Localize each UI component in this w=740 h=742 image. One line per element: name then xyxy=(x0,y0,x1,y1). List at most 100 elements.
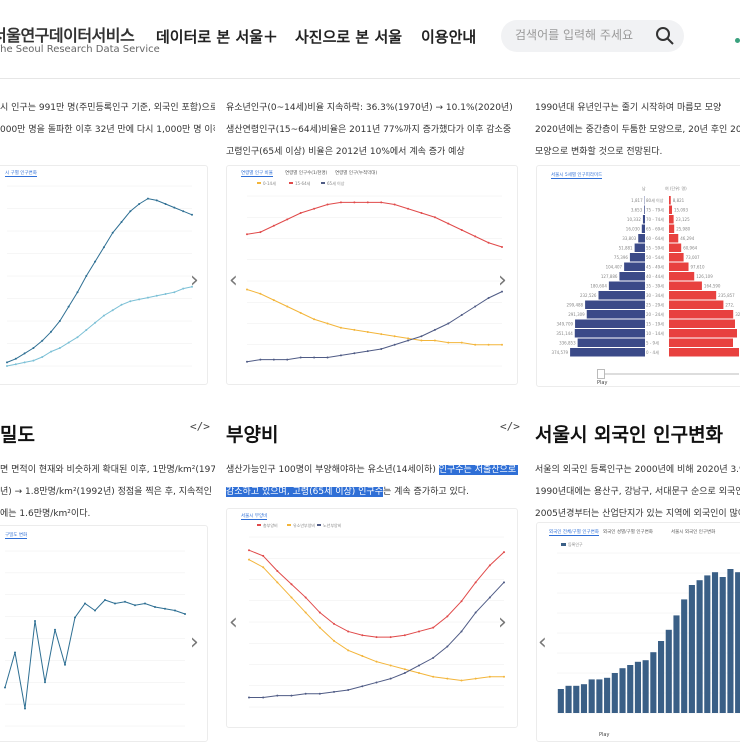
code-embed-icon[interactable]: </> xyxy=(190,420,210,433)
bar xyxy=(704,575,710,713)
female-value-label: 73,007 xyxy=(686,255,700,260)
female-bar xyxy=(669,348,739,357)
prev-arrow-icon[interactable]: ‹ xyxy=(538,630,547,655)
description-line: 면 면적이 현재와 비슷하게 확대된 이후, 1만명/km²(1973년 xyxy=(0,459,215,481)
female-value-label: 235,857 xyxy=(718,293,735,298)
data-point xyxy=(404,672,406,674)
data-point xyxy=(394,335,396,337)
data-point xyxy=(474,306,476,308)
site-logo-title[interactable]: 서울연구데이터서비스 xyxy=(0,22,134,46)
female-value-label: 164,590 xyxy=(704,284,721,289)
legend-label: 남 xyxy=(642,185,646,191)
male-bar xyxy=(642,225,645,234)
nav-usage-guide[interactable]: 이용안내 xyxy=(421,26,476,47)
data-point xyxy=(489,596,491,598)
female-bar xyxy=(669,263,689,272)
pyramid-description: 1990년대 유년인구는 줄기 시작하여 마름모 모양 2020년에는 중간층이… xyxy=(535,97,740,163)
data-point xyxy=(394,204,396,206)
male-value-label: 232,526 xyxy=(580,293,597,298)
female-value-label: 272, xyxy=(725,303,734,308)
highlighted-text: 인구수는 저출산으로 계속 xyxy=(439,465,518,475)
section-title-foreigners: 서울시 외국인 인구변화 xyxy=(535,420,723,447)
data-point xyxy=(475,612,477,614)
description-line: 1990년대에는 용산구, 강남구, 서대문구 순으로 외국인이 많았 xyxy=(535,481,740,503)
prev-arrow-icon[interactable]: ‹ xyxy=(229,268,238,293)
data-point xyxy=(461,229,463,231)
age-group-label: 50 - 54세 xyxy=(646,254,664,260)
data-point xyxy=(164,608,166,610)
data-point xyxy=(291,583,293,585)
data-point xyxy=(15,363,17,365)
legend-label: 등록인구 xyxy=(568,541,583,547)
male-bar xyxy=(575,329,645,338)
description-line: 모양으로 변화할 것으로 전망된다. xyxy=(535,141,740,163)
data-point xyxy=(461,680,463,682)
foreigners-chart-card: 외국인 전체/구별 인구변화 외국인 성별/구별 인구변화 서울시 외국인 인구… xyxy=(536,522,740,742)
age-ratio-description: 유소년인구(0~14세)비율 지속하락: 36.3%(1970년) → 10.1… xyxy=(226,97,516,163)
code-embed-icon[interactable]: </> xyxy=(500,420,520,433)
description-line: 유소년인구(0~14세)비율 지속하락: 36.3%(1970년) → 10.1… xyxy=(226,97,516,119)
highlighted-text: 감소하고 있으며, 고령(65세 이상) 인구수 xyxy=(226,487,383,497)
bar xyxy=(689,585,695,713)
prev-arrow-icon[interactable]: ‹ xyxy=(229,610,238,635)
age-group-label: 30 - 34세 xyxy=(646,292,664,298)
male-bar xyxy=(630,253,645,262)
age-group-label: 45 - 49세 xyxy=(646,264,664,270)
data-point xyxy=(432,627,434,629)
data-point xyxy=(59,320,61,322)
search-icon[interactable] xyxy=(655,26,675,46)
data-point xyxy=(404,634,406,636)
age-group-label: 80세 이상 xyxy=(646,197,664,203)
data-point xyxy=(144,603,146,605)
data-point xyxy=(503,551,505,553)
data-point xyxy=(259,231,261,233)
data-point xyxy=(129,300,131,302)
female-value-label: 60,964 xyxy=(683,246,697,251)
nav-data-seoul[interactable]: 데이터로 본 서울＋ xyxy=(156,26,278,47)
series-line xyxy=(5,600,185,709)
bar xyxy=(573,686,579,713)
male-bar xyxy=(644,206,645,215)
data-point xyxy=(503,676,505,678)
data-point xyxy=(390,664,392,666)
male-value-label: 180,604 xyxy=(590,284,607,289)
description-line: 에는 1.6만명/km²이다. xyxy=(0,503,215,525)
data-point xyxy=(276,695,278,697)
data-point xyxy=(313,208,315,210)
series-line xyxy=(247,290,502,345)
age-group-label: 15 - 19세 xyxy=(646,321,664,327)
next-arrow-icon[interactable]: › xyxy=(498,610,507,635)
next-arrow-icon[interactable]: › xyxy=(190,268,199,293)
bar xyxy=(627,665,633,713)
data-point xyxy=(404,668,406,670)
data-point xyxy=(488,344,490,346)
play-button[interactable]: Play xyxy=(599,732,609,738)
search-input[interactable] xyxy=(513,27,647,43)
play-button[interactable]: Play xyxy=(597,380,607,386)
male-value-label: 10,332 xyxy=(627,217,641,222)
timeline-slider[interactable] xyxy=(599,373,739,375)
data-point xyxy=(394,344,396,346)
data-point xyxy=(434,340,436,342)
age-group-label: 35 - 39세 xyxy=(646,283,664,289)
data-point xyxy=(489,564,491,566)
next-arrow-icon[interactable]: › xyxy=(498,268,507,293)
data-point xyxy=(305,596,307,598)
nav-photo-seoul[interactable]: 사진으로 본 서울 xyxy=(295,26,402,47)
data-point xyxy=(319,627,321,629)
data-point xyxy=(156,295,158,297)
density-line-chart xyxy=(0,526,207,741)
male-value-label: 374,579 xyxy=(552,350,569,355)
data-point xyxy=(68,342,70,344)
age-group-label: 0 - 4세 xyxy=(646,349,659,355)
female-value-label: 8,821 xyxy=(673,198,685,203)
next-arrow-icon[interactable]: › xyxy=(190,630,199,655)
female-bar xyxy=(669,282,702,291)
bar xyxy=(681,599,687,713)
bar xyxy=(697,580,703,713)
female-bar xyxy=(669,329,737,338)
data-point xyxy=(74,617,76,619)
female-value-label: 25,980 xyxy=(676,227,690,232)
timeline-slider-handle[interactable] xyxy=(597,369,605,379)
female-bar xyxy=(669,310,733,319)
